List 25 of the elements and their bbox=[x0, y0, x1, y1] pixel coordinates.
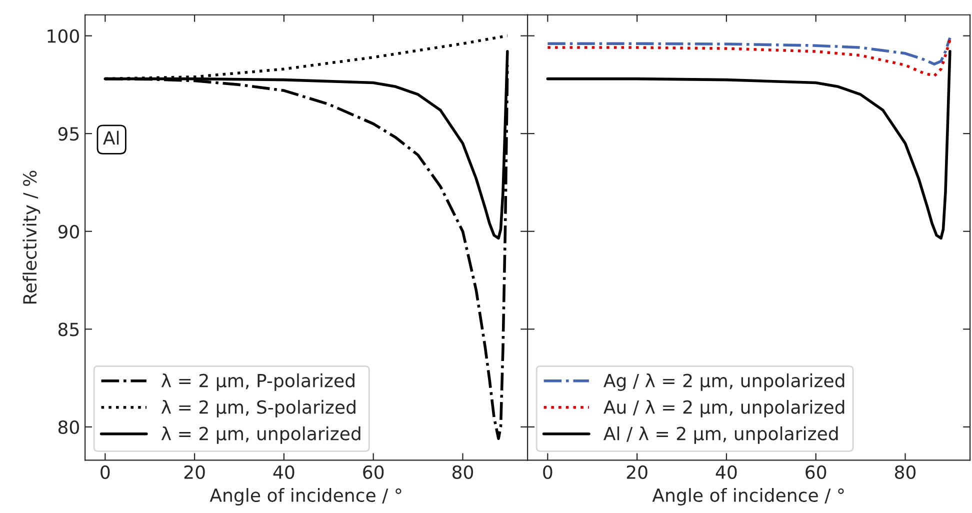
y-tick-label: 80 bbox=[58, 420, 79, 434]
y-tick-label: 85 bbox=[58, 322, 79, 336]
x-tick-label: 60 bbox=[806, 465, 826, 479]
legend-label: λ = 2 µm, unpolarized bbox=[161, 426, 360, 444]
x-tick-label: 80 bbox=[452, 465, 474, 479]
y-tick-label: 90 bbox=[58, 224, 79, 238]
x-axis-title: Angle of incidence / ° bbox=[210, 488, 402, 506]
x-tick-label: 40 bbox=[273, 465, 294, 479]
x-tick-label: 0 bbox=[100, 465, 110, 479]
legend-label: Al / λ = 2 µm, unpolarized bbox=[604, 426, 838, 444]
legend-label: Au / λ = 2 µm, unpolarized bbox=[604, 400, 844, 418]
x-tick-label: 60 bbox=[363, 465, 384, 479]
legend-label: λ = 2 µm, S-polarized bbox=[161, 400, 356, 418]
x-tick-label: 20 bbox=[626, 465, 648, 479]
y-tick-label: 100 bbox=[48, 29, 79, 43]
y-axis-title: Reflectivity / % bbox=[22, 170, 40, 304]
x-tick-label: 40 bbox=[716, 465, 737, 479]
x-axis-title: Angle of incidence / ° bbox=[652, 488, 844, 506]
y-tick-label: 95 bbox=[58, 127, 79, 141]
legend-label: λ = 2 µm, P-polarized bbox=[161, 373, 354, 391]
x-tick-label: 20 bbox=[184, 465, 205, 479]
annotation: Al bbox=[103, 130, 119, 145]
x-tick-label: 80 bbox=[894, 465, 916, 479]
legend-label: Ag / λ = 2 µm, unpolarized bbox=[604, 373, 844, 391]
x-tick-label: 0 bbox=[543, 465, 552, 479]
